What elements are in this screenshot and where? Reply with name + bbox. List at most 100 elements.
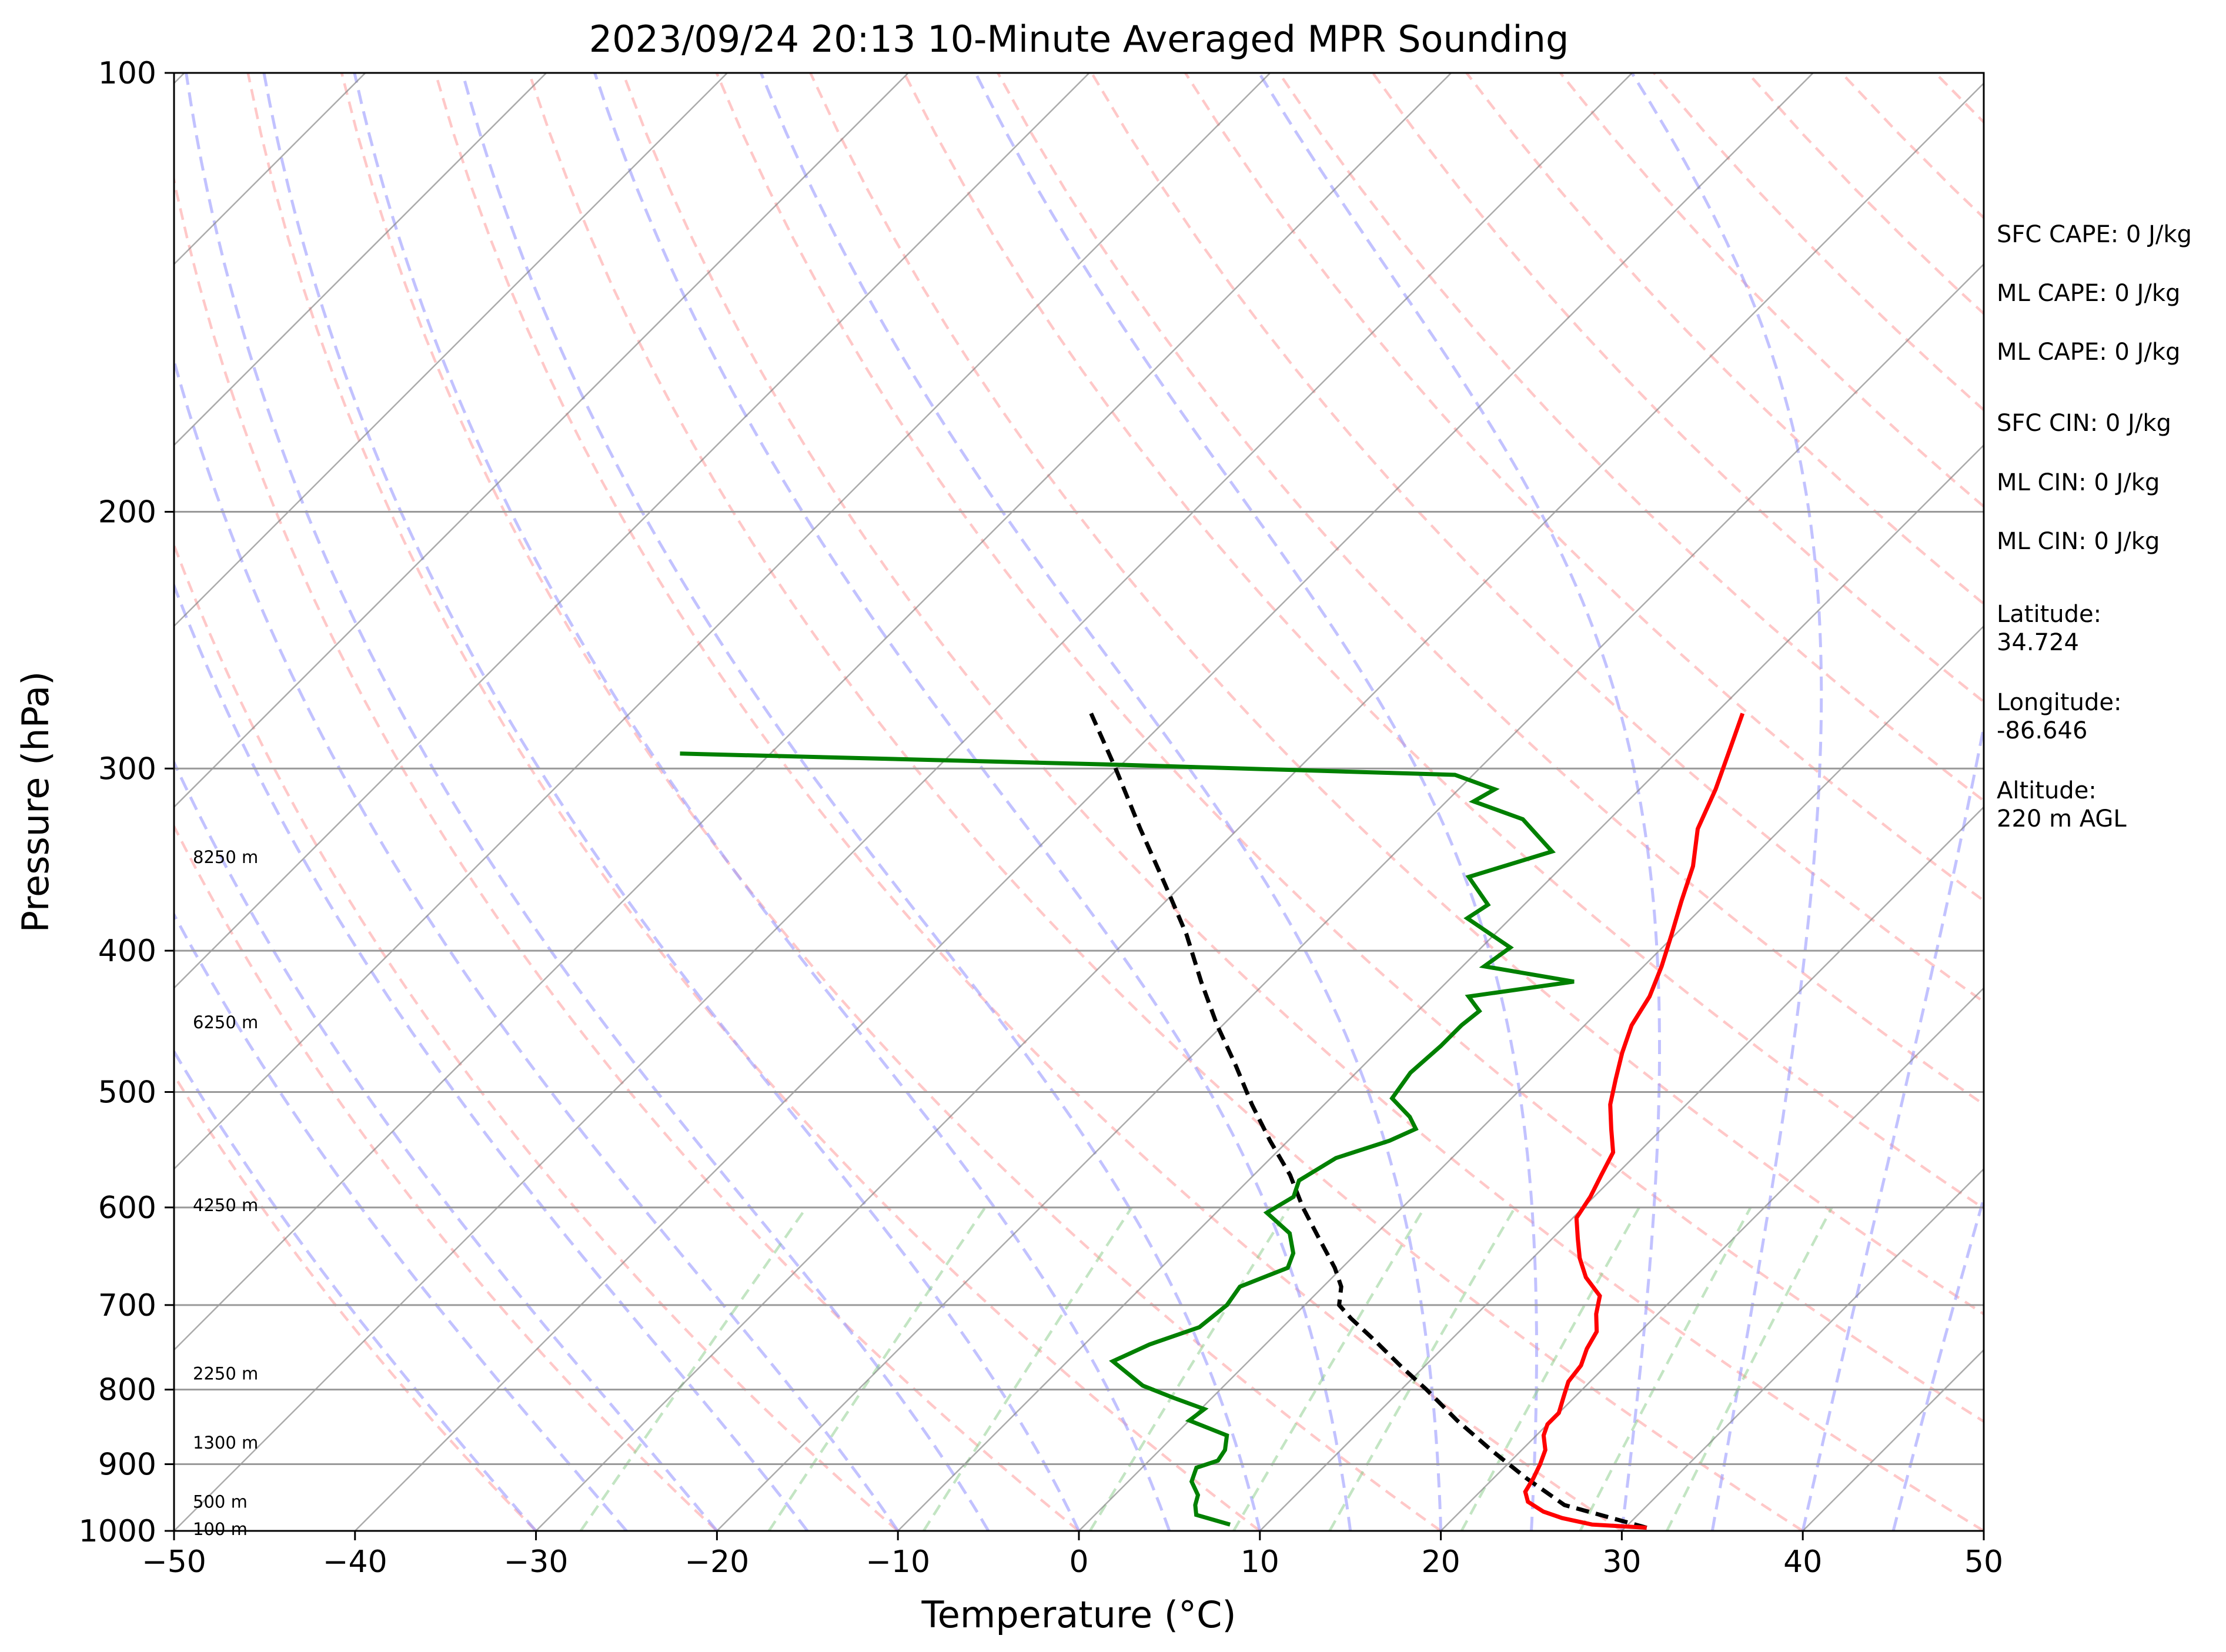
moist-adiabat-line	[974, 73, 1538, 1531]
dry-adiabat-line	[434, 73, 1623, 1531]
height-label: 500 m	[193, 1492, 248, 1511]
y-axis-ticks: 100 200 300 400 500 600 700 800 900 1000	[79, 56, 174, 1549]
x-axis-ticks: −50 −40 −30 −20 −10 0 10 20 30 40 50	[142, 1531, 2003, 1580]
isotherm-line	[535, 82, 1984, 1531]
moist-adiabat-line	[185, 73, 990, 1531]
dry-adiabat-line	[715, 73, 1984, 1423]
height-label: 6250 m	[193, 1012, 258, 1032]
x-tick-label: 30	[1602, 1544, 1641, 1580]
mixing-ratio-line	[1088, 1206, 1291, 1531]
dry-adiabat-line	[174, 823, 718, 1531]
y-tick-label: 900	[98, 1447, 156, 1483]
height-label: 4250 m	[193, 1195, 258, 1215]
dry-adiabat-line	[1090, 73, 1984, 1004]
info-text: ML CAPE: 0 J/kg	[1997, 339, 2180, 366]
y-tick-label: 600	[98, 1190, 156, 1226]
dry-adiabat-line	[527, 73, 1804, 1531]
dry-adiabat-line	[340, 73, 1442, 1531]
moist-adiabat-line	[593, 73, 1352, 1531]
height-label: 2250 m	[193, 1363, 258, 1383]
moist-adiabat-line	[174, 911, 628, 1531]
info-text: SFC CAPE: 0 J/kg	[1997, 221, 2192, 248]
dry-adiabats	[174, 73, 1984, 1531]
dry-adiabat-line	[997, 73, 1984, 1106]
x-tick-label: −20	[685, 1544, 750, 1580]
moist-adiabats	[174, 73, 1984, 1531]
dry-adiabat-line	[174, 541, 899, 1531]
y-tick-label: 200	[98, 495, 156, 530]
isotherm-line	[174, 73, 1633, 1531]
mixing-ratio-line	[922, 1206, 1133, 1531]
profiles	[680, 713, 1745, 1530]
moist-adiabat-line	[1258, 73, 1661, 1531]
moist-adiabat-line	[174, 1048, 537, 1531]
dry-adiabat-line	[174, 173, 1080, 1531]
info-text: Longitude:	[1997, 689, 2121, 716]
isotherm-line	[1440, 986, 1984, 1531]
y-tick-label: 1000	[79, 1514, 156, 1549]
moist-adiabat-line	[174, 581, 809, 1531]
x-tick-label: −10	[865, 1544, 930, 1580]
isotherm-line	[897, 444, 1984, 1531]
chart-title: 2023/09/24 20:13 10-Minute Averaged MPR …	[589, 18, 1569, 61]
x-tick-label: −50	[142, 1544, 206, 1580]
x-tick-label: 10	[1241, 1544, 1279, 1580]
height-labels: 100 m 500 m 1300 m 2250 m 4250 m 6250 m 8250 m	[193, 847, 258, 1539]
parcel-profile-line	[1089, 713, 1647, 1530]
isotherm-line	[174, 73, 1271, 1171]
height-label: 1300 m	[193, 1433, 258, 1453]
x-tick-label: −40	[323, 1544, 387, 1580]
moist-adiabat-line	[353, 73, 1171, 1531]
moist-adiabat-line	[262, 73, 1081, 1531]
info-text: SFC CIN: 0 J/kg	[1997, 410, 2171, 437]
y-tick-label: 400	[98, 934, 156, 969]
info-text: Altitude:	[1997, 777, 2097, 804]
moist-adiabat-line	[174, 355, 900, 1531]
info-text: ML CAPE: 0 J/kg	[1997, 280, 2180, 307]
isotherm-line	[174, 73, 1452, 1351]
isotherm-line	[716, 263, 1984, 1531]
y-tick-label: 100	[98, 56, 156, 91]
isotherm-line	[174, 73, 1090, 989]
x-tick-label: 0	[1069, 1544, 1088, 1580]
y-tick-label: 500	[98, 1075, 156, 1110]
info-panel: SFC CAPE: 0 J/kg ML CAPE: 0 J/kg ML CAPE: …	[1997, 221, 2192, 832]
x-tick-label: 50	[1964, 1544, 2003, 1580]
height-label: 100 m	[193, 1519, 248, 1539]
isotherms	[174, 73, 1984, 1531]
y-tick-label: 800	[98, 1373, 156, 1408]
moist-adiabat-line	[174, 759, 718, 1531]
dry-adiabat-line	[809, 73, 1984, 1316]
info-text: Latitude:	[1997, 601, 2101, 628]
info-text: ML CIN: 0 J/kg	[1997, 528, 2160, 555]
isobars	[174, 511, 1984, 1466]
temperature-profile-line	[1523, 713, 1745, 1530]
x-tick-label: 40	[1783, 1544, 1822, 1580]
info-text: -86.646	[1997, 717, 2087, 744]
dry-adiabat-line	[174, 1072, 537, 1531]
isotherm-line	[1259, 806, 1984, 1531]
moist-adiabat-line	[759, 73, 1443, 1531]
info-text: 34.724	[1997, 629, 2079, 656]
dry-adiabat-line	[621, 73, 1984, 1531]
y-axis-label: Pressure (hPa)	[14, 671, 57, 933]
height-label: 8250 m	[193, 847, 258, 867]
dry-adiabat-line	[246, 73, 1261, 1531]
x-tick-label: 20	[1422, 1544, 1460, 1580]
info-text: 220 m AGL	[1997, 805, 2127, 832]
isotherm-line	[354, 73, 1814, 1531]
dry-adiabat-line	[1278, 73, 1984, 802]
info-text: ML CIN: 0 J/kg	[1997, 469, 2160, 496]
isotherm-line	[1621, 1168, 1984, 1531]
isotherm-line	[1078, 625, 1984, 1531]
isotherm-line	[174, 73, 728, 627]
y-tick-label: 700	[98, 1288, 156, 1323]
y-tick-label: 300	[98, 751, 156, 787]
x-axis-label: Temperature (°C)	[921, 1593, 1236, 1636]
dry-adiabat-line	[1371, 73, 1984, 704]
x-tick-label: −30	[504, 1544, 569, 1580]
isotherm-line	[174, 73, 547, 446]
dewpoint-profile-line	[680, 751, 1575, 1527]
